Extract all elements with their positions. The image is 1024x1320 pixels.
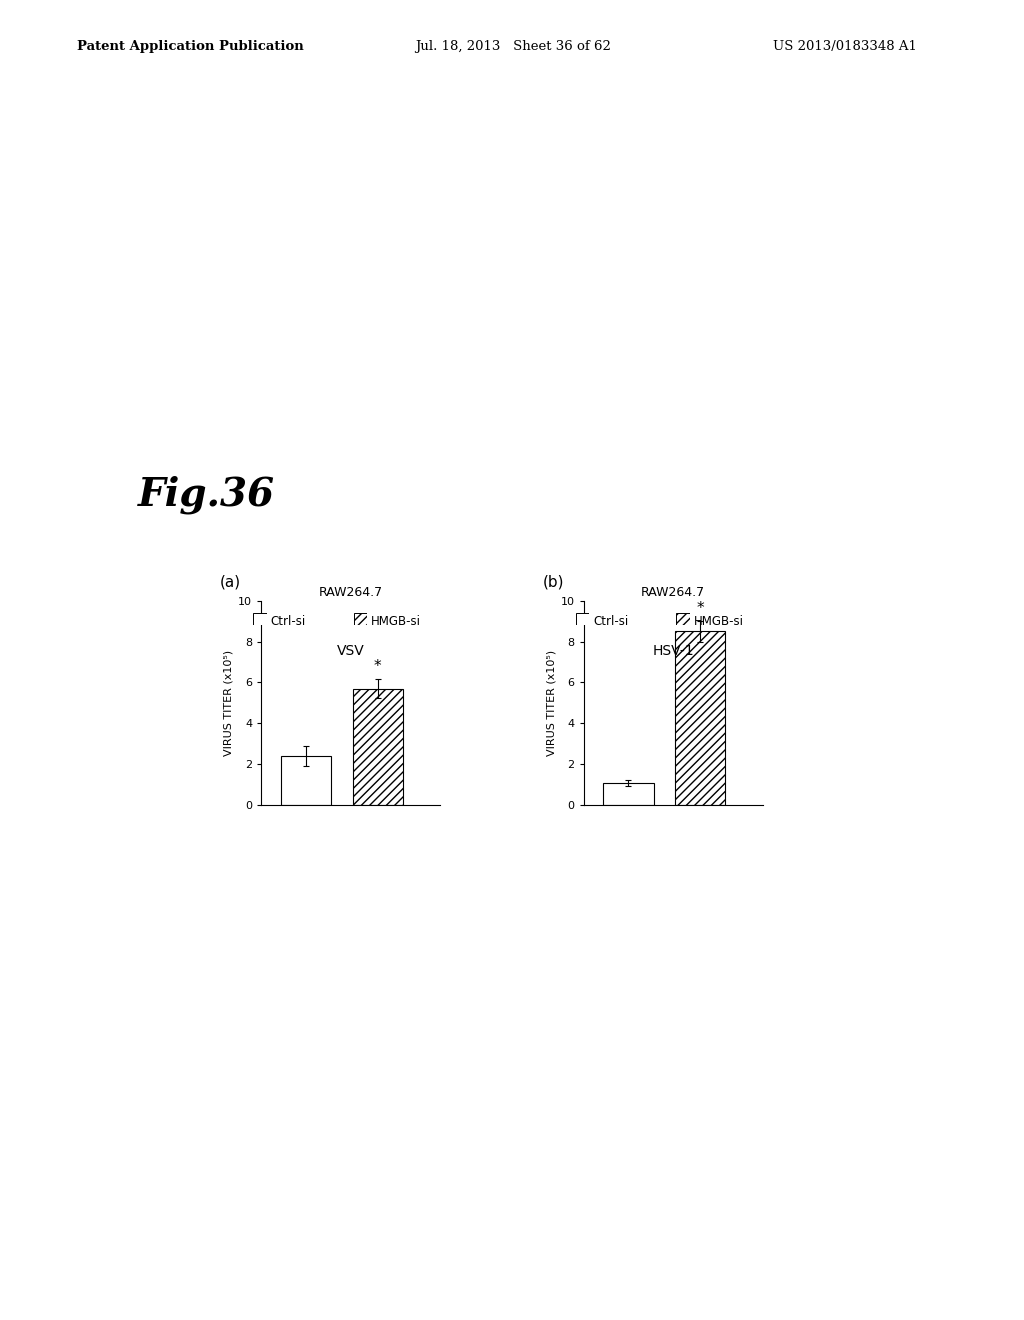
Text: (b): (b) [543, 574, 564, 589]
Text: HMGB-si: HMGB-si [372, 615, 421, 628]
Bar [281, 756, 331, 805]
Bar [675, 631, 725, 805]
Text: Ctrl-si: Ctrl-si [270, 615, 306, 628]
Text: (a): (a) [220, 574, 242, 589]
Text: Fig.36: Fig.36 [138, 475, 275, 513]
Text: Jul. 18, 2013   Sheet 36 of 62: Jul. 18, 2013 Sheet 36 of 62 [415, 40, 610, 53]
Text: US 2013/0183348 A1: US 2013/0183348 A1 [772, 40, 916, 53]
Text: Ctrl-si: Ctrl-si [594, 615, 629, 628]
Y-axis label: VIRUS TITER (x10⁵): VIRUS TITER (x10⁵) [547, 649, 556, 756]
Text: HMGB-si: HMGB-si [694, 615, 743, 628]
Text: Patent Application Publication: Patent Application Publication [77, 40, 303, 53]
Y-axis label: VIRUS TITER (x10⁵): VIRUS TITER (x10⁵) [224, 649, 233, 756]
Text: *: * [374, 659, 381, 675]
Bar [603, 783, 653, 805]
Text: HSV-1: HSV-1 [652, 644, 694, 659]
Bar [352, 689, 402, 805]
Text: RAW264.7: RAW264.7 [641, 586, 706, 599]
Text: *: * [696, 601, 703, 616]
Text: VSV: VSV [337, 644, 365, 659]
Text: RAW264.7: RAW264.7 [318, 586, 383, 599]
